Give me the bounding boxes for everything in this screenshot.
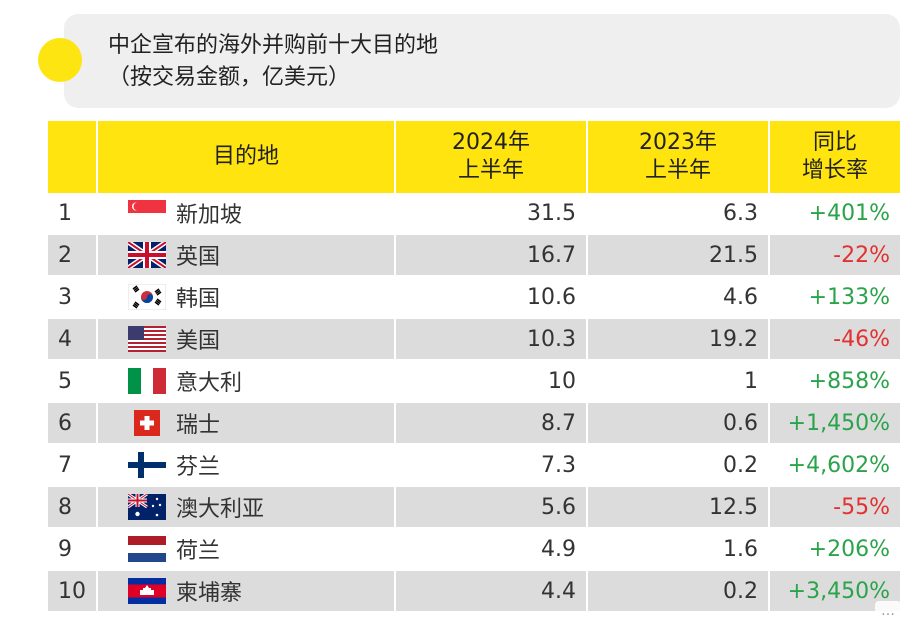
table-row: 2 英国 16.7 21.5 -22% (48, 235, 900, 277)
value-2024-cell: 16.7 (396, 235, 588, 277)
watermark: … (875, 601, 901, 621)
destination-name: 韩国 (176, 287, 221, 312)
title-line-1: 中企宣布的海外并购前十大目的地 (108, 33, 439, 58)
h1-2024-header-line2: 上半年 (457, 158, 524, 183)
destination-name: 英国 (176, 245, 221, 270)
yoy-cell: -22% (770, 235, 900, 277)
h1-2024-header-line1: 2024年 (452, 130, 530, 155)
yoy-cell: +858% (770, 361, 900, 403)
value-2023-cell: 21.5 (588, 235, 770, 277)
h1-2024-header: 2024年 上半年 (396, 121, 588, 193)
destination-cell: 新加坡 (98, 193, 396, 235)
table-row: 7 芬兰 7.3 0.2 +4,602% (48, 445, 900, 487)
table-row: 10 柬埔寨 4.4 0.2 +3,450% (48, 571, 900, 613)
value-2024-cell: 4.4 (396, 571, 588, 613)
title-banner (64, 14, 900, 108)
destination-cell: 瑞士 (98, 403, 396, 445)
value-2024-cell: 10.3 (396, 319, 588, 361)
destination-name: 柬埔寨 (176, 581, 243, 606)
yellow-dot-icon (38, 38, 82, 82)
switzerland-flag-icon (128, 410, 166, 436)
destination-cell: 芬兰 (98, 445, 396, 487)
destination-name: 荷兰 (176, 539, 221, 564)
page-title: 中企宣布的海外并购前十大目的地 （按交易金额，亿美元） (108, 30, 438, 94)
destination-cell: 荷兰 (98, 529, 396, 571)
destination-name: 芬兰 (176, 455, 221, 480)
table-row: 6 瑞士 8.7 0.6 +1,450% (48, 403, 900, 445)
yoy-cell: +1,450% (770, 403, 900, 445)
destination-cell: 柬埔寨 (98, 571, 396, 613)
value-2024-cell: 31.5 (396, 193, 588, 235)
value-2023-cell: 4.6 (588, 277, 770, 319)
rank-cell: 1 (48, 193, 98, 235)
h1-2023-header-line2: 上半年 (644, 158, 711, 183)
yoy-cell: -55% (770, 487, 900, 529)
destination-name: 美国 (176, 329, 221, 354)
value-2023-cell: 0.6 (588, 403, 770, 445)
value-2023-cell: 0.2 (588, 571, 770, 613)
value-2023-cell: 19.2 (588, 319, 770, 361)
table-row: 9 荷兰 4.9 1.6 +206% (48, 529, 900, 571)
value-2023-cell: 1.6 (588, 529, 770, 571)
rank-cell: 10 (48, 571, 98, 613)
rank-cell: 7 (48, 445, 98, 487)
value-2024-cell: 4.9 (396, 529, 588, 571)
table-row: 3 韩国 10.6 4.6 +133% (48, 277, 900, 319)
destination-cell: 美国 (98, 319, 396, 361)
value-2023-cell: 6.3 (588, 193, 770, 235)
table-header-row: 目的地 2024年 上半年 2023年 上半年 同比 增长率 (48, 121, 900, 193)
value-2024-cell: 8.7 (396, 403, 588, 445)
destination-cell: 英国 (98, 235, 396, 277)
table-row: 4 美国 10.3 19.2 -46% (48, 319, 900, 361)
rank-cell: 6 (48, 403, 98, 445)
destination-name: 意大利 (176, 371, 243, 396)
destination-cell: 澳大利亚 (98, 487, 396, 529)
netherlands-flag-icon (128, 536, 166, 562)
value-2024-cell: 10 (396, 361, 588, 403)
singapore-flag-icon (128, 200, 166, 226)
rank-cell: 5 (48, 361, 98, 403)
value-2024-cell: 5.6 (396, 487, 588, 529)
ranking-table: 目的地 2024年 上半年 2023年 上半年 同比 增长率 1 新加坡 31.5 6… (48, 121, 900, 613)
destination-header: 目的地 (98, 121, 396, 193)
uk-flag-icon (126, 239, 168, 271)
value-2024-cell: 10.6 (396, 277, 588, 319)
yoy-header-line2: 增长率 (801, 158, 868, 183)
destination-name: 澳大利亚 (176, 497, 265, 522)
title-line-2: （按交易金额，亿美元） (108, 65, 351, 90)
yoy-header: 同比 增长率 (770, 121, 900, 193)
table-row: 1 新加坡 31.5 6.3 +401% (48, 193, 900, 235)
destination-name: 新加坡 (176, 203, 243, 228)
yoy-cell: +401% (770, 193, 900, 235)
yoy-cell: +133% (770, 277, 900, 319)
yoy-cell: -46% (770, 319, 900, 361)
yoy-header-line1: 同比 (812, 130, 857, 155)
table-body: 1 新加坡 31.5 6.3 +401% 2 英国 16.7 21.5 -22% 3 韩国 10.6 4.… (48, 193, 900, 613)
usa-flag-icon (128, 326, 166, 352)
table-row: 8 澳大利亚 5.6 12.5 -55% (48, 487, 900, 529)
yoy-cell: +4,602% (770, 445, 900, 487)
value-2024-cell: 7.3 (396, 445, 588, 487)
value-2023-cell: 1 (588, 361, 770, 403)
h1-2023-header-line1: 2023年 (639, 130, 717, 155)
destination-cell: 意大利 (98, 361, 396, 403)
h1-2023-header: 2023年 上半年 (588, 121, 770, 193)
rank-cell: 8 (48, 487, 98, 529)
australia-flag-icon (127, 492, 166, 520)
destination-name: 瑞士 (176, 413, 221, 438)
rank-cell: 3 (48, 277, 98, 319)
south-korea-flag-icon (127, 283, 167, 311)
value-2023-cell: 12.5 (588, 487, 770, 529)
table-row: 5 意大利 10 1 +858% (48, 361, 900, 403)
rank-cell: 4 (48, 319, 98, 361)
destination-cell: 韩国 (98, 277, 396, 319)
rank-cell: 9 (48, 529, 98, 571)
cambodia-flag-icon (128, 578, 166, 604)
yoy-cell: +206% (770, 529, 900, 571)
value-2023-cell: 0.2 (588, 445, 770, 487)
rank-cell: 2 (48, 235, 98, 277)
italy-flag-icon (128, 368, 166, 394)
finland-flag-icon (128, 452, 166, 478)
rank-header (48, 121, 98, 193)
